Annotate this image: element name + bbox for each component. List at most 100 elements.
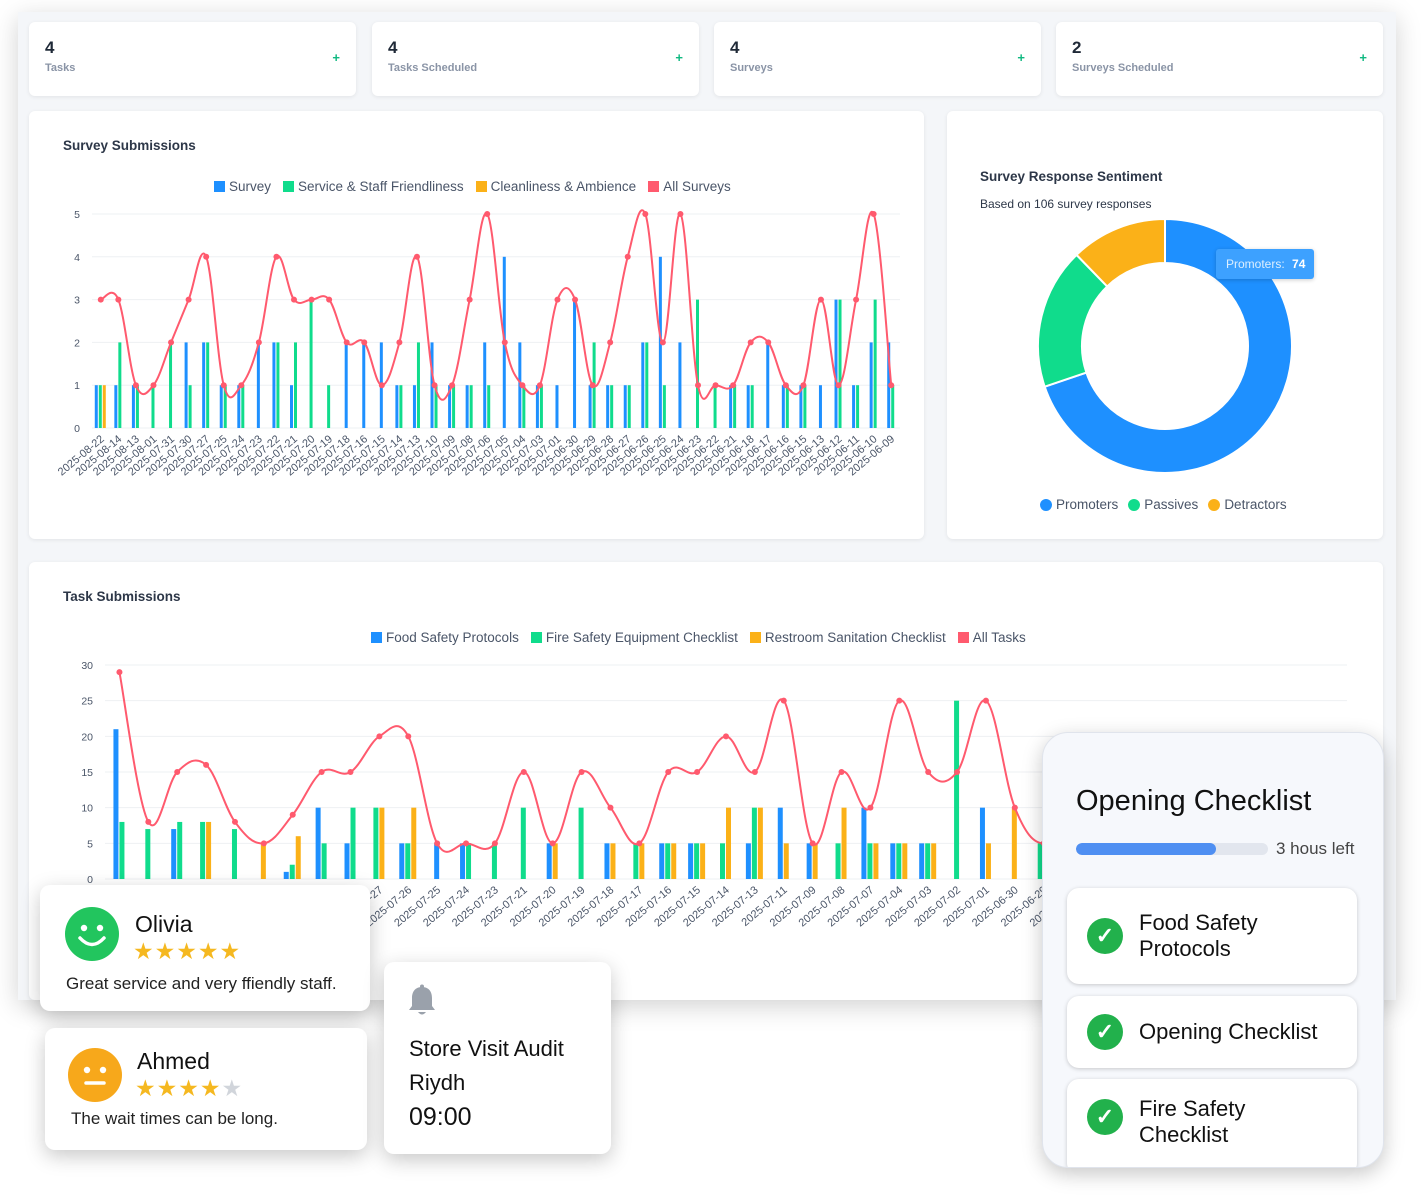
bar-fire-safety-equipment-checklist xyxy=(1037,843,1043,879)
y-tick-label: 5 xyxy=(87,838,93,850)
bar-survey xyxy=(766,342,770,428)
line-point xyxy=(132,382,139,389)
stat-card-tasks[interactable]: 4 Tasks + xyxy=(29,22,356,96)
add-scheduled-task-button[interactable]: + xyxy=(675,50,683,65)
line-point xyxy=(578,769,585,775)
line-point xyxy=(624,253,631,260)
bar-survey xyxy=(362,342,366,428)
legend-item-promoters[interactable]: Promoters xyxy=(1040,497,1118,512)
legend-label: Passives xyxy=(1144,497,1199,512)
legend-item-passives[interactable]: Passives xyxy=(1128,497,1198,512)
line-point xyxy=(273,253,280,260)
bar-food-safety-protocols xyxy=(919,843,925,879)
bell-icon xyxy=(409,984,435,1015)
legend-item-all-surveys[interactable]: All Surveys xyxy=(648,179,731,194)
legend-item-service[interactable]: Service & Staff Friendliness xyxy=(283,179,464,194)
line-point xyxy=(347,769,354,775)
line-point xyxy=(642,211,649,217)
legend-item-cleanliness[interactable]: Cleanliness & Ambience xyxy=(475,179,636,194)
chart-legend: Food Safety Protocols Fire Safety Equipm… xyxy=(371,630,1026,645)
bar-food-safety-protocols xyxy=(434,843,440,879)
star-icon: ★ xyxy=(135,1075,157,1101)
bar-survey xyxy=(869,342,873,428)
donut-slice-promoters xyxy=(1043,217,1293,474)
bar-service-staff-friendliness xyxy=(856,385,860,428)
check-icon: ✓ xyxy=(1087,918,1123,954)
bar-survey xyxy=(852,385,856,428)
bar-survey xyxy=(641,342,645,428)
line-point xyxy=(751,769,758,775)
checklist-item-food-safety[interactable]: ✓ Food Safety Protocols xyxy=(1067,888,1357,984)
line-point xyxy=(817,296,824,303)
line-point xyxy=(809,840,816,847)
chart-legend: Promoters Passives Detractors xyxy=(1040,497,1287,512)
bar-restroom-sanitation-checklist xyxy=(783,843,789,879)
y-tick-label: 0 xyxy=(74,423,80,435)
review-card-olivia[interactable]: Olivia ★★★★★ Great service and very ffie… xyxy=(40,885,370,1011)
bar-survey xyxy=(256,342,260,428)
card-title: Task Submissions xyxy=(63,589,181,604)
add-scheduled-survey-button[interactable]: + xyxy=(1359,50,1367,65)
legend-item-fire-safety[interactable]: Fire Safety Equipment Checklist xyxy=(530,630,738,645)
bar-survey xyxy=(729,385,733,428)
bar-service-staff-friendliness xyxy=(188,385,192,428)
add-task-button[interactable]: + xyxy=(332,50,340,65)
legend-item-survey[interactable]: Survey xyxy=(214,179,271,194)
bar-service-staff-friendliness xyxy=(803,385,807,428)
line-point xyxy=(203,761,210,768)
bar-fire-safety-equipment-checklist xyxy=(350,807,356,879)
add-survey-button[interactable]: + xyxy=(1017,50,1025,65)
bar-service-staff-friendliness xyxy=(223,385,227,428)
bar-fire-safety-equipment-checklist xyxy=(466,843,472,879)
card-subtitle: Based on 106 survey responses xyxy=(980,197,1152,211)
line-point xyxy=(150,382,157,389)
y-tick-label: 15 xyxy=(81,767,93,779)
legend-item-restroom[interactable]: Restroom Sanitation Checklist xyxy=(749,630,946,645)
bar-survey xyxy=(344,342,348,428)
legend-item-all-tasks[interactable]: All Tasks xyxy=(957,630,1026,645)
bar-survey xyxy=(799,385,803,428)
bar-fire-safety-equipment-checklist xyxy=(665,843,671,879)
bar-restroom-sanitation-checklist xyxy=(812,843,818,879)
happy-face-icon xyxy=(65,907,119,961)
bar-service-staff-friendliness xyxy=(645,342,649,428)
line-point xyxy=(376,733,383,740)
bar-service-staff-friendliness xyxy=(151,385,155,428)
bar-fire-safety-equipment-checklist xyxy=(520,807,526,879)
donut-slice-detractors xyxy=(1075,217,1166,288)
bar-survey xyxy=(465,385,469,428)
legend-item-detractors[interactable]: Detractors xyxy=(1208,497,1287,512)
survey-submissions-chart: 0123452025-08-222025-08-142025-08-132025… xyxy=(56,209,900,478)
line-point xyxy=(145,818,152,825)
bar-service-staff-friendliness xyxy=(610,385,614,428)
stat-value: 2 xyxy=(1072,38,1082,57)
bar-food-safety-protocols xyxy=(890,843,896,879)
bar-service-staff-friendliness xyxy=(627,385,631,428)
line-point xyxy=(723,733,729,740)
line-point xyxy=(116,669,123,676)
review-card-ahmed[interactable]: Ahmed ★★★★★ The wait times can be long. xyxy=(45,1028,367,1150)
stat-value: 4 xyxy=(730,38,740,57)
bar-service-staff-friendliness xyxy=(469,385,473,428)
bar-food-safety-protocols xyxy=(777,807,783,879)
y-tick-label: 25 xyxy=(81,696,93,708)
bar-restroom-sanitation-checklist xyxy=(985,843,991,879)
checklist-item-fire-safety[interactable]: ✓ Fire Safety Checklist xyxy=(1067,1079,1357,1167)
stat-card-surveys-scheduled[interactable]: 2 Surveys Scheduled + xyxy=(1056,22,1383,96)
line-point xyxy=(378,382,385,389)
line-point xyxy=(174,769,181,775)
notification-title: Store Visit Audit xyxy=(409,1036,564,1061)
notification-card[interactable]: Store Visit Audit Riydh 09:00 xyxy=(384,962,611,1154)
bar-survey xyxy=(818,385,822,428)
stat-card-tasks-scheduled[interactable]: 4 Tasks Scheduled + xyxy=(372,22,699,96)
line-point xyxy=(747,339,754,346)
legend-item-food-safety[interactable]: Food Safety Protocols xyxy=(371,630,519,645)
legend-swatch xyxy=(1128,498,1141,511)
checklist-item-label: Fire Safety Checklist xyxy=(1139,1096,1246,1147)
bar-service-staff-friendliness xyxy=(785,385,789,428)
line-point xyxy=(780,697,787,704)
stat-card-surveys[interactable]: 4 Surveys + xyxy=(714,22,1041,96)
checklist-item-opening[interactable]: ✓ Opening Checklist xyxy=(1067,996,1357,1068)
bar-fire-safety-equipment-checklist xyxy=(119,821,125,879)
bar-survey xyxy=(588,385,592,428)
